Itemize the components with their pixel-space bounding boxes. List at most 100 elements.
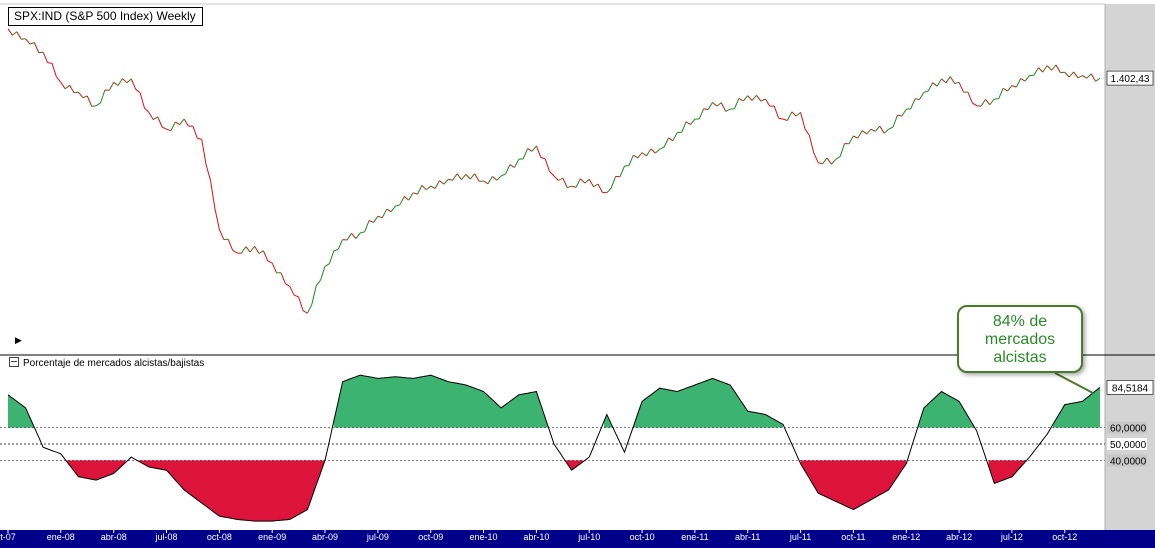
price-segment — [33, 42, 40, 53]
price-segment — [941, 78, 947, 84]
price-segment — [954, 81, 960, 84]
price-segment — [910, 98, 916, 110]
price-segment — [126, 78, 132, 84]
price-segment — [804, 128, 810, 136]
price-segment — [161, 126, 167, 130]
price-segment — [245, 246, 251, 253]
x-tick-label: oct-09 — [418, 532, 443, 542]
x-tick-label: abr-10 — [523, 532, 549, 542]
price-segment — [364, 220, 370, 232]
price-segment — [439, 180, 445, 185]
price-segment — [130, 78, 137, 90]
price-segment — [522, 148, 529, 160]
price-segment — [782, 118, 788, 121]
price-segment — [901, 108, 907, 117]
price-segment — [425, 185, 432, 191]
price-segment — [641, 152, 647, 157]
price-segment — [21, 38, 26, 40]
price-segment — [1011, 85, 1017, 88]
price-segment — [949, 76, 956, 84]
price-segment — [113, 81, 119, 86]
price-segment — [584, 179, 590, 184]
price-segment — [1002, 87, 1008, 92]
price-segment — [408, 192, 414, 201]
price-segment — [492, 176, 498, 181]
bear-area — [66, 460, 126, 481]
x-tick-label: jul-09 — [366, 532, 389, 542]
price-segment — [232, 249, 238, 254]
price-segment — [390, 205, 396, 213]
price-segment — [214, 208, 220, 230]
price-segment — [452, 173, 458, 181]
price-segment — [166, 128, 172, 132]
price-segment — [580, 178, 586, 184]
price-segment — [148, 112, 154, 120]
price-segment — [443, 179, 449, 185]
price-segment — [430, 185, 436, 189]
level-label-box — [1107, 421, 1147, 434]
price-segment — [60, 82, 66, 90]
price-segment — [144, 107, 150, 113]
price-segment — [672, 132, 678, 141]
price-segment — [170, 121, 176, 131]
price-segment — [892, 114, 898, 128]
price-segment — [567, 185, 572, 189]
price-segment — [738, 97, 744, 102]
x-tick-label: abr-12 — [946, 532, 972, 542]
price-segment — [509, 164, 515, 168]
x-tick-label: abr-08 — [101, 532, 127, 542]
price-segment — [100, 89, 106, 104]
price-segment — [192, 125, 198, 139]
price-segment — [1038, 67, 1044, 73]
price-segment — [69, 85, 75, 94]
price-segment — [932, 82, 938, 87]
price-segment — [571, 185, 577, 188]
price-segment — [1077, 75, 1083, 79]
collapse-icon[interactable] — [9, 357, 19, 367]
price-segment — [535, 145, 542, 158]
price-segment — [544, 158, 551, 172]
x-tick-label: oct-10 — [630, 532, 655, 542]
price-segment — [756, 94, 762, 102]
indicator-title-row: Porcentaje de mercados alcistas/bajistas — [9, 357, 204, 370]
price-segment — [998, 88, 1004, 99]
price-segment — [972, 102, 977, 107]
x-tick-label: abr-09 — [312, 532, 338, 542]
annotation-callout: 84% de mercados alcistas — [957, 305, 1083, 373]
price-segment — [280, 272, 286, 284]
price-segment — [879, 125, 885, 134]
bear-area — [800, 460, 907, 510]
price-segment — [346, 233, 352, 241]
price-segment — [540, 156, 546, 160]
price-segment — [1090, 73, 1097, 82]
level-label: 40,0000 — [1110, 456, 1147, 467]
callout-line-1: 84% de — [992, 313, 1048, 330]
bull-area — [1053, 387, 1100, 428]
price-segment — [646, 148, 652, 157]
price-segment — [751, 94, 757, 101]
price-segment — [531, 145, 537, 152]
price-segment — [513, 159, 520, 168]
last-price-box — [1106, 70, 1154, 86]
price-segment — [1007, 85, 1013, 92]
price-segment — [610, 176, 617, 189]
price-segment — [56, 76, 62, 83]
price-segment — [734, 98, 740, 109]
price-segment — [958, 82, 964, 93]
price-segment — [888, 126, 894, 130]
price-segment — [725, 108, 731, 112]
price-segment — [1015, 78, 1022, 88]
x-tick-label: ene-10 — [469, 532, 497, 542]
price-segment — [650, 148, 656, 154]
level-label-box — [1107, 438, 1147, 450]
x-tick-label: ene-11 — [681, 532, 708, 542]
price-segment — [1073, 71, 1079, 79]
bull-area — [918, 391, 974, 428]
expand-arrow-icon[interactable]: ▶ — [15, 335, 22, 345]
last-price-label: 1.402,43 — [1111, 74, 1150, 85]
price-segment — [298, 296, 304, 311]
price-segment — [434, 180, 440, 189]
price-segment — [1086, 73, 1092, 79]
